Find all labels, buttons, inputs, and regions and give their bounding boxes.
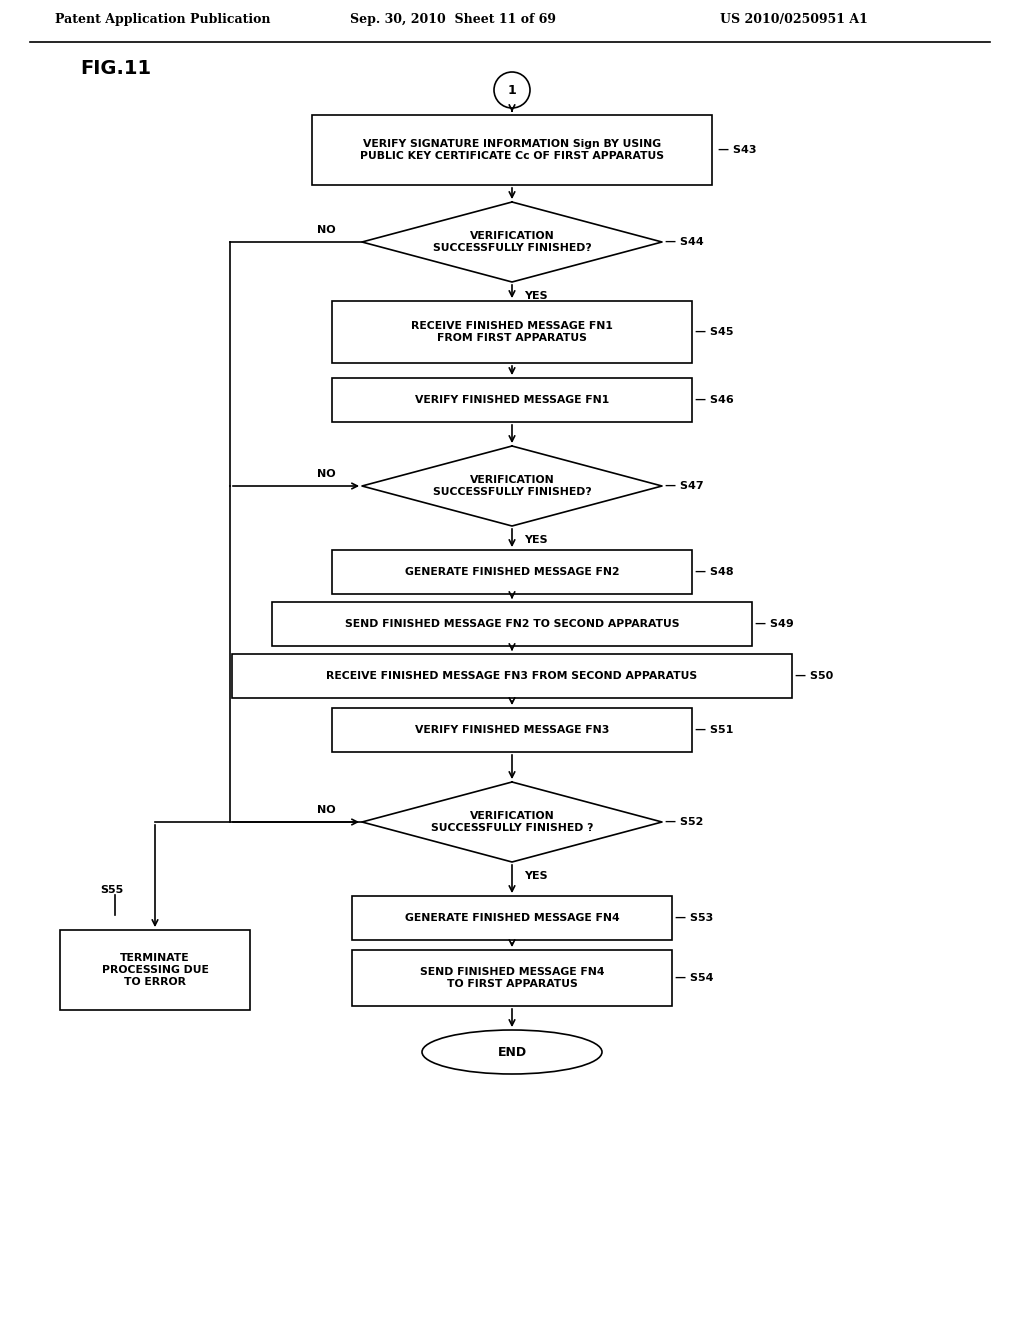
FancyBboxPatch shape xyxy=(332,301,692,363)
Text: — S49: — S49 xyxy=(755,619,794,630)
Text: YES: YES xyxy=(524,871,548,880)
FancyBboxPatch shape xyxy=(332,708,692,752)
Text: — S53: — S53 xyxy=(675,913,714,923)
Circle shape xyxy=(494,73,530,108)
Text: — S47: — S47 xyxy=(665,480,703,491)
Text: RECEIVE FINISHED MESSAGE FN3 FROM SECOND APPARATUS: RECEIVE FINISHED MESSAGE FN3 FROM SECOND… xyxy=(327,671,697,681)
Text: END: END xyxy=(498,1045,526,1059)
FancyBboxPatch shape xyxy=(232,653,792,698)
Text: Sep. 30, 2010  Sheet 11 of 69: Sep. 30, 2010 Sheet 11 of 69 xyxy=(350,13,556,26)
Text: VERIFICATION
SUCCESSFULLY FINISHED?: VERIFICATION SUCCESSFULLY FINISHED? xyxy=(432,231,592,253)
Text: — S50: — S50 xyxy=(795,671,834,681)
Text: — S45: — S45 xyxy=(695,327,733,337)
Text: TERMINATE
PROCESSING DUE
TO ERROR: TERMINATE PROCESSING DUE TO ERROR xyxy=(101,953,209,986)
Text: VERIFY FINISHED MESSAGE FN3: VERIFY FINISHED MESSAGE FN3 xyxy=(415,725,609,735)
FancyBboxPatch shape xyxy=(332,550,692,594)
Text: NO: NO xyxy=(317,469,336,479)
Text: — S48: — S48 xyxy=(695,568,733,577)
Polygon shape xyxy=(362,446,662,525)
Text: VERIFY SIGNATURE INFORMATION Sign BY USING
PUBLIC KEY CERTIFICATE Cc OF FIRST AP: VERIFY SIGNATURE INFORMATION Sign BY USI… xyxy=(360,139,664,161)
Polygon shape xyxy=(362,202,662,282)
Text: VERIFICATION
SUCCESSFULLY FINISHED ?: VERIFICATION SUCCESSFULLY FINISHED ? xyxy=(431,812,593,833)
Text: US 2010/0250951 A1: US 2010/0250951 A1 xyxy=(720,13,868,26)
Text: NO: NO xyxy=(317,805,336,814)
Text: FIG.11: FIG.11 xyxy=(80,58,152,78)
Text: S55: S55 xyxy=(100,884,123,895)
Text: Patent Application Publication: Patent Application Publication xyxy=(55,13,270,26)
Text: SEND FINISHED MESSAGE FN4
TO FIRST APPARATUS: SEND FINISHED MESSAGE FN4 TO FIRST APPAR… xyxy=(420,968,604,989)
Text: 1: 1 xyxy=(508,83,516,96)
Polygon shape xyxy=(362,781,662,862)
FancyBboxPatch shape xyxy=(312,115,712,185)
FancyBboxPatch shape xyxy=(272,602,752,645)
Text: — S44: — S44 xyxy=(665,238,703,247)
Text: VERIFICATION
SUCCESSFULLY FINISHED?: VERIFICATION SUCCESSFULLY FINISHED? xyxy=(432,475,592,496)
Ellipse shape xyxy=(422,1030,602,1074)
Text: NO: NO xyxy=(317,224,336,235)
Text: — S52: — S52 xyxy=(665,817,703,828)
FancyBboxPatch shape xyxy=(352,896,672,940)
Text: GENERATE FINISHED MESSAGE FN4: GENERATE FINISHED MESSAGE FN4 xyxy=(404,913,620,923)
Text: YES: YES xyxy=(524,535,548,545)
Text: YES: YES xyxy=(524,290,548,301)
FancyBboxPatch shape xyxy=(352,950,672,1006)
Text: — S46: — S46 xyxy=(695,395,734,405)
Text: SEND FINISHED MESSAGE FN2 TO SECOND APPARATUS: SEND FINISHED MESSAGE FN2 TO SECOND APPA… xyxy=(345,619,679,630)
Text: GENERATE FINISHED MESSAGE FN2: GENERATE FINISHED MESSAGE FN2 xyxy=(404,568,620,577)
FancyBboxPatch shape xyxy=(332,378,692,422)
Text: — S43: — S43 xyxy=(718,145,757,154)
Text: — S51: — S51 xyxy=(695,725,733,735)
Text: RECEIVE FINISHED MESSAGE FN1
FROM FIRST APPARATUS: RECEIVE FINISHED MESSAGE FN1 FROM FIRST … xyxy=(411,321,613,343)
Text: — S54: — S54 xyxy=(675,973,714,983)
FancyBboxPatch shape xyxy=(60,931,250,1010)
Text: VERIFY FINISHED MESSAGE FN1: VERIFY FINISHED MESSAGE FN1 xyxy=(415,395,609,405)
